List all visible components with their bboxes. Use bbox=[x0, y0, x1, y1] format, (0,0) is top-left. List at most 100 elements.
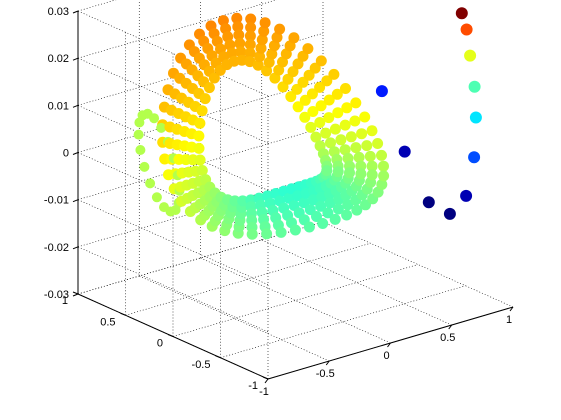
data-point bbox=[292, 101, 304, 113]
data-point bbox=[275, 226, 287, 238]
data-point bbox=[332, 203, 344, 215]
data-point bbox=[331, 88, 343, 100]
data-point bbox=[315, 200, 327, 212]
data-point bbox=[366, 169, 378, 181]
data-point bbox=[307, 194, 319, 206]
data-point bbox=[235, 46, 247, 58]
data-point bbox=[271, 31, 283, 43]
data-point bbox=[361, 140, 373, 152]
data-point bbox=[303, 221, 315, 233]
x-tick-label: 0.5 bbox=[440, 332, 455, 344]
axes-frame bbox=[72, 10, 514, 384]
data-point bbox=[332, 107, 344, 119]
data-point bbox=[139, 161, 150, 172]
y-tick-mark bbox=[167, 334, 174, 337]
data-point bbox=[376, 179, 388, 190]
data-point bbox=[258, 25, 270, 37]
data-point bbox=[323, 94, 335, 106]
data-point bbox=[199, 93, 211, 105]
y-tick-label: -1 bbox=[248, 380, 258, 392]
data-point bbox=[355, 168, 367, 180]
y-tick-label: 0.5 bbox=[100, 316, 115, 328]
data-point bbox=[464, 49, 477, 62]
data-point bbox=[194, 154, 206, 166]
data-point bbox=[289, 224, 301, 236]
data-point bbox=[245, 22, 257, 33]
data-point bbox=[244, 56, 256, 68]
grid-line-back-z bbox=[77, 127, 324, 200]
data-point bbox=[261, 228, 273, 240]
data-point bbox=[342, 199, 354, 211]
z-tick-mark bbox=[72, 199, 79, 203]
data-point bbox=[443, 207, 456, 220]
data-point bbox=[335, 134, 347, 146]
y-tick-mark bbox=[215, 355, 221, 359]
grid-line-floor-y bbox=[125, 242, 371, 316]
data-point bbox=[305, 121, 317, 133]
x-tick-mark bbox=[509, 306, 514, 312]
grid-line-floor-x bbox=[200, 257, 391, 344]
z-tick-label: -0.01 bbox=[44, 195, 69, 207]
data-point bbox=[244, 47, 256, 59]
data-point bbox=[321, 75, 333, 87]
data-point bbox=[237, 195, 249, 207]
data-point bbox=[244, 30, 256, 42]
data-point bbox=[285, 91, 297, 103]
data-point bbox=[299, 94, 311, 106]
x-tick-label: 0 bbox=[383, 350, 389, 362]
data-point bbox=[469, 111, 482, 124]
y-tick-mark bbox=[262, 376, 269, 380]
data-point bbox=[398, 145, 411, 158]
y-tick-mark bbox=[72, 291, 79, 295]
data-point bbox=[366, 125, 378, 137]
z-tick-label: 0.01 bbox=[48, 100, 69, 112]
x-tick-label: -1 bbox=[259, 386, 269, 398]
data-point bbox=[145, 178, 156, 189]
data-point bbox=[151, 192, 162, 203]
data-point bbox=[196, 105, 208, 117]
data-point bbox=[288, 32, 300, 44]
data-point bbox=[360, 199, 371, 211]
z-tick-mark bbox=[72, 293, 79, 297]
x-tick-label: -0.5 bbox=[316, 368, 335, 380]
data-point bbox=[234, 37, 246, 49]
z-tick-mark bbox=[72, 152, 79, 155]
data-point bbox=[375, 85, 388, 98]
data-point bbox=[355, 160, 367, 172]
x-tick-mark bbox=[264, 378, 269, 384]
z-tick-label: 0 bbox=[63, 148, 69, 160]
x-tick-mark bbox=[387, 342, 391, 348]
data-point bbox=[349, 115, 361, 127]
data-point bbox=[320, 127, 332, 139]
data-point bbox=[244, 39, 256, 50]
data-point bbox=[323, 112, 335, 124]
data-point bbox=[149, 113, 160, 124]
x-tick-mark bbox=[448, 324, 453, 330]
data-point bbox=[350, 142, 362, 154]
data-point bbox=[268, 40, 280, 52]
data-point bbox=[455, 7, 468, 20]
data-point bbox=[208, 72, 220, 84]
data-point bbox=[328, 68, 340, 80]
grid-line-back-z bbox=[77, 221, 324, 295]
data-point bbox=[422, 196, 435, 209]
data-point bbox=[229, 195, 241, 207]
data-point bbox=[231, 12, 243, 24]
data-point bbox=[468, 151, 481, 164]
data-point bbox=[345, 131, 357, 143]
data-point bbox=[232, 21, 244, 33]
data-point bbox=[332, 166, 344, 178]
data-point bbox=[256, 34, 268, 46]
data-point bbox=[376, 149, 387, 161]
z-tick-mark bbox=[72, 104, 79, 108]
data-point bbox=[359, 111, 371, 123]
data-point bbox=[193, 130, 205, 142]
y-tick-label: -0.5 bbox=[192, 359, 211, 371]
data-point bbox=[314, 81, 326, 93]
data-point bbox=[193, 142, 205, 154]
data-point bbox=[329, 213, 341, 225]
data-point bbox=[299, 111, 311, 123]
grid-line-back-z bbox=[77, 0, 277, 59]
data-point bbox=[135, 145, 146, 155]
